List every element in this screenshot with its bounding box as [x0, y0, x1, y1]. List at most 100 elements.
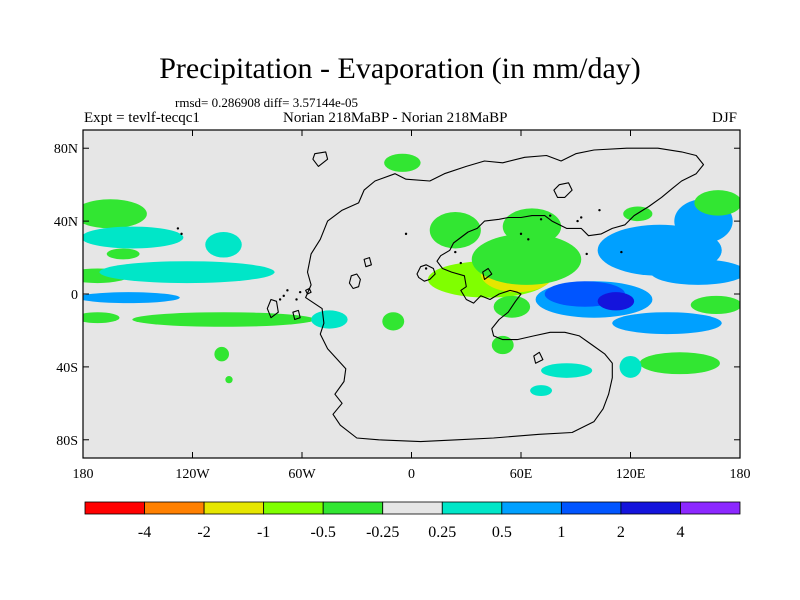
coastline-islet-6 [298, 290, 302, 294]
field-patch-21 [597, 292, 635, 311]
colorbar-box-7 [501, 501, 562, 515]
field-patch-30 [690, 295, 740, 315]
colorbar-label-5: 0.25 [428, 524, 456, 541]
field-patch-15 [471, 233, 582, 285]
coastline-islet-16 [620, 250, 623, 254]
colorbar-box-3 [263, 501, 324, 515]
coastline-islet-13 [549, 214, 552, 217]
coastline-islet-10 [459, 261, 462, 265]
field-patch-7 [83, 292, 180, 304]
lon-tick-label-5: 120E [616, 467, 646, 482]
field-patch-4 [99, 261, 275, 284]
coastline-islet-3 [286, 289, 289, 292]
comparison-label: Norian 218MaBP - Norian 218MaBP [283, 110, 508, 126]
lon-tick-label-6: 180 [730, 467, 751, 482]
lat-tick-label-2: 0 [71, 288, 78, 303]
lon-tick-label-2: 60W [288, 467, 316, 482]
field-patch-3 [83, 226, 184, 249]
colorbar-label-8: 2 [617, 524, 625, 541]
lon-tick-label-3: 0 [408, 467, 415, 482]
coastline-island-8 [533, 351, 544, 364]
field-patch-23 [650, 259, 740, 285]
colorbar-box-1 [144, 501, 205, 515]
colorbar-box-9 [620, 501, 681, 515]
coastline-islet-2 [282, 294, 285, 298]
coastline-island-6 [553, 182, 573, 198]
colorbar-label-0: -4 [138, 524, 151, 541]
coastline-islet-15 [580, 216, 583, 219]
field-patch-18 [491, 335, 514, 355]
colorbar-label-9: 4 [676, 524, 684, 541]
colorbar-box-8 [560, 501, 622, 515]
colorbar-box-6 [441, 501, 503, 515]
field-patch-28 [619, 355, 642, 378]
coastline-island-0 [416, 264, 436, 282]
coastline-island-9 [305, 287, 312, 295]
coastline-islet-19 [527, 238, 530, 241]
lat-tick-label-3: 40S [56, 361, 78, 376]
field-patch-26 [612, 312, 722, 335]
colorbar-label-4: -0.25 [366, 524, 399, 541]
axis-layer: 180 120W 60W 0 60E 120E 180 80N 40N 0 40S 80S [54, 130, 751, 482]
coastline-island-2 [363, 257, 372, 268]
coastline-islet-4 [278, 298, 282, 301]
coastline-islet-5 [295, 298, 298, 301]
colorbar-label-6: 0.5 [492, 524, 512, 541]
lat-tick-label-0: 80N [54, 142, 78, 157]
colorbar-box-2 [203, 501, 265, 515]
coastline-pangaea [305, 147, 705, 443]
coastline-islet-17 [598, 208, 601, 212]
coastline-islet-7 [404, 232, 408, 236]
coastline-islet-11 [519, 232, 523, 236]
lon-tick-label-4: 60E [510, 467, 533, 482]
colorbar-box-10 [680, 501, 741, 515]
colorbar: -4 -2 -1 -0.5 -0.25 0.25 0.5 1 2 4 [84, 501, 741, 541]
field-patch-12 [429, 212, 481, 249]
field-patch-8 [83, 312, 120, 324]
field-patch-33 [214, 346, 229, 362]
coastline-islet-8 [424, 267, 428, 270]
field-patch-34 [225, 376, 233, 384]
field-patch-5 [205, 232, 242, 258]
colorbar-box-0 [84, 501, 145, 515]
field-patch-27 [639, 352, 720, 375]
season-label: DJF [712, 110, 738, 126]
field-patch-6 [132, 312, 315, 327]
coastline-island-1 [348, 273, 361, 290]
experiment-label: Expt = tevlf-tecqc1 [84, 110, 200, 126]
field-layer [83, 153, 740, 397]
coastline-islet-0 [176, 227, 180, 230]
field-patch-25 [694, 190, 740, 216]
coastline-layer [176, 147, 705, 443]
stats-label: rmsd= 0.286908 diff= 3.57144e-05 [175, 95, 359, 110]
coastline-island-4 [292, 309, 301, 321]
coastline-island-5 [312, 151, 329, 167]
coastline-islet-14 [576, 219, 579, 223]
coastline-islet-12 [539, 218, 543, 221]
colorbar-label-3: -0.5 [311, 524, 336, 541]
coastline-islet-18 [585, 252, 588, 256]
figure-title: Precipitation - Evaporation (in mm/day) [159, 52, 641, 85]
lon-tick-label-1: 120W [175, 467, 210, 482]
lon-tick-label-0: 180 [73, 467, 94, 482]
field-patch-16 [502, 208, 562, 245]
field-patch-32 [530, 385, 553, 397]
colorbar-label-7: 1 [557, 524, 565, 541]
coastline-islet-9 [454, 250, 457, 254]
field-patch-9 [311, 310, 348, 329]
lat-tick-label-4: 80S [56, 434, 78, 449]
colorbar-box-5 [382, 501, 443, 515]
coastline-island-7 [482, 267, 493, 280]
field-patch-11 [384, 153, 421, 172]
lat-tick-label-1: 40N [54, 215, 78, 230]
coastline-island-3 [266, 298, 279, 319]
field-patch-0 [83, 199, 147, 229]
colorbar-box-4 [322, 501, 384, 515]
field-patch-29 [541, 363, 593, 378]
field-patch-10 [382, 312, 405, 331]
coastline-islet-1 [180, 232, 183, 236]
field-patch-2 [106, 248, 140, 260]
colorbar-label-2: -1 [257, 524, 270, 541]
